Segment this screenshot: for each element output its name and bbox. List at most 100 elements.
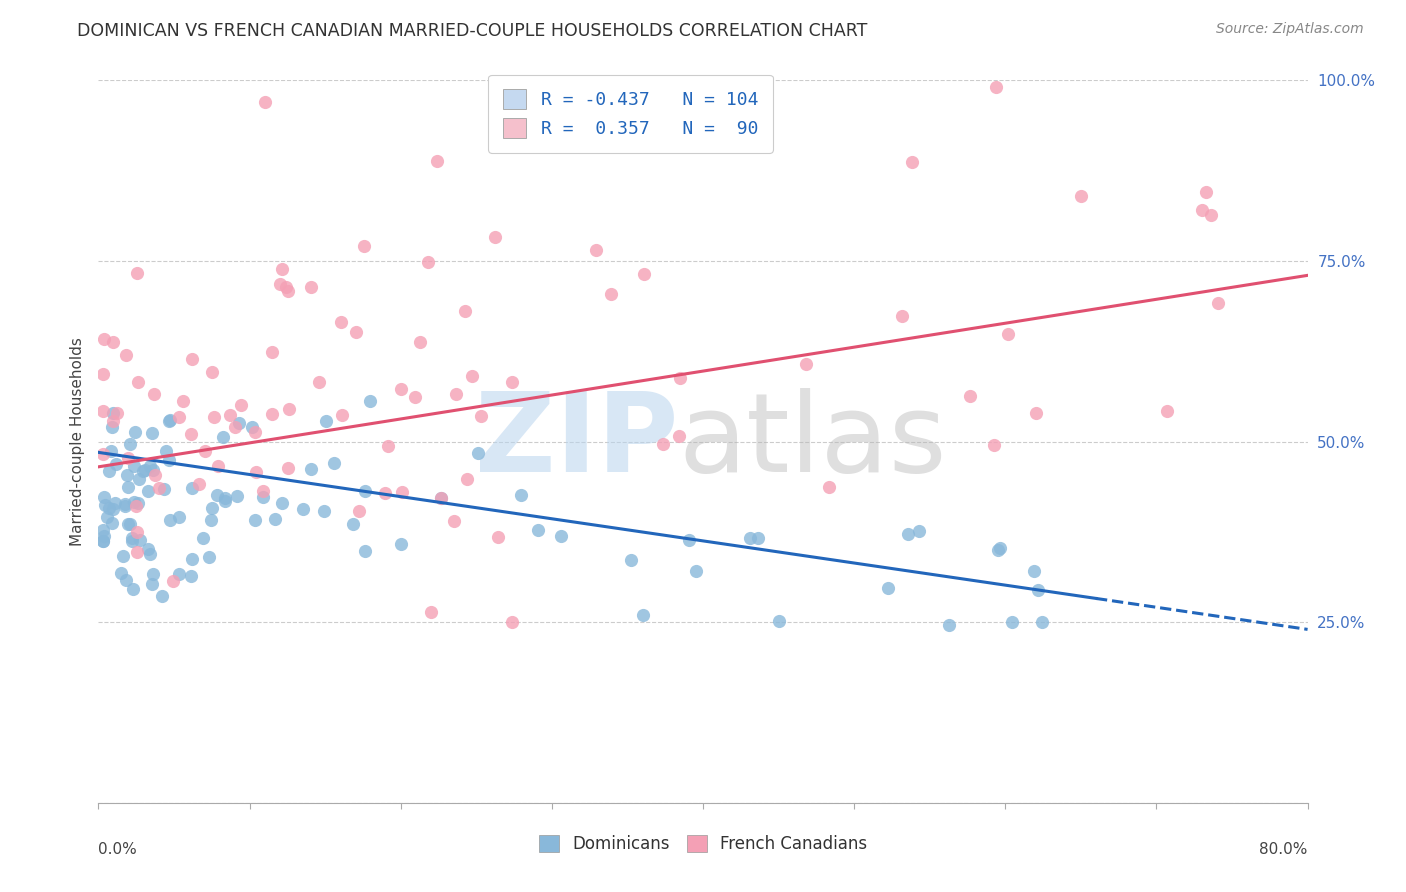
Point [124,459,146,474]
Point [1191,203,1213,218]
Point [470,409,492,424]
Point [207,458,229,473]
Point [93,447,115,461]
Point [1070,189,1092,203]
Point [180,569,202,583]
Point [125,267,148,281]
Point [1195,185,1218,199]
Point [986,79,1008,94]
Point [117,517,139,532]
Point [104,457,127,471]
Point [877,581,900,595]
Point [115,348,138,362]
Point [180,481,202,495]
Point [100,444,122,458]
Point [125,499,148,513]
Point [460,368,482,383]
Point [526,524,548,538]
Point [103,502,125,516]
Point [631,607,654,622]
Point [443,514,465,528]
Point [264,512,287,526]
Point [98,501,121,516]
Point [420,606,443,620]
Point [128,533,150,547]
Point [96,510,118,524]
Point [359,394,381,409]
Point [891,309,914,323]
Point [153,483,176,497]
Point [245,425,267,439]
Point [426,153,449,168]
Point [308,375,330,389]
Point [484,230,506,244]
Point [127,495,149,509]
Point [110,566,132,580]
Point [91,533,114,548]
Point [136,483,159,498]
Point [456,472,478,486]
Point [118,517,141,532]
Point [194,443,217,458]
Text: atlas: atlas [679,388,948,495]
Point [908,524,931,539]
Point [1001,615,1024,630]
Point [262,345,284,359]
Point [277,461,299,475]
Point [747,531,769,545]
Point [180,427,202,442]
Point [768,615,790,629]
Point [938,618,960,632]
Point [93,490,115,504]
Point [347,504,370,518]
Point [1201,208,1223,222]
Point [152,590,174,604]
Point [315,414,337,428]
Point [277,284,299,298]
Point [454,303,477,318]
Point [219,408,242,422]
Text: Source: ZipAtlas.com: Source: ZipAtlas.com [1216,22,1364,37]
Point [354,543,377,558]
Point [959,389,981,403]
Point [138,547,160,561]
Point [983,438,1005,452]
Point [444,387,467,401]
Point [678,533,700,547]
Point [121,533,143,548]
Point [652,437,675,451]
Point [136,542,159,557]
Point [229,398,252,412]
Point [198,550,221,565]
Point [897,527,920,541]
Point [142,387,165,401]
Point [155,444,177,458]
Point [187,477,209,491]
Point [180,351,202,366]
Point [501,615,523,630]
Point [134,463,156,477]
Point [121,532,143,546]
Point [374,485,396,500]
Point [139,458,162,473]
Point [112,549,135,564]
Point [314,504,336,518]
Point [201,365,224,379]
Point [997,326,1019,341]
Point [354,483,377,498]
Point [105,406,128,420]
Point [430,491,453,506]
Point [794,357,817,371]
Point [122,494,145,508]
Point [200,513,222,527]
Point [391,484,413,499]
Point [416,255,439,269]
Point [157,414,180,428]
Point [299,279,322,293]
Point [142,566,165,581]
Point [181,552,204,566]
Point [141,426,163,441]
Point [1156,403,1178,417]
Point [162,574,184,588]
Y-axis label: Married-couple Households: Married-couple Households [69,337,84,546]
